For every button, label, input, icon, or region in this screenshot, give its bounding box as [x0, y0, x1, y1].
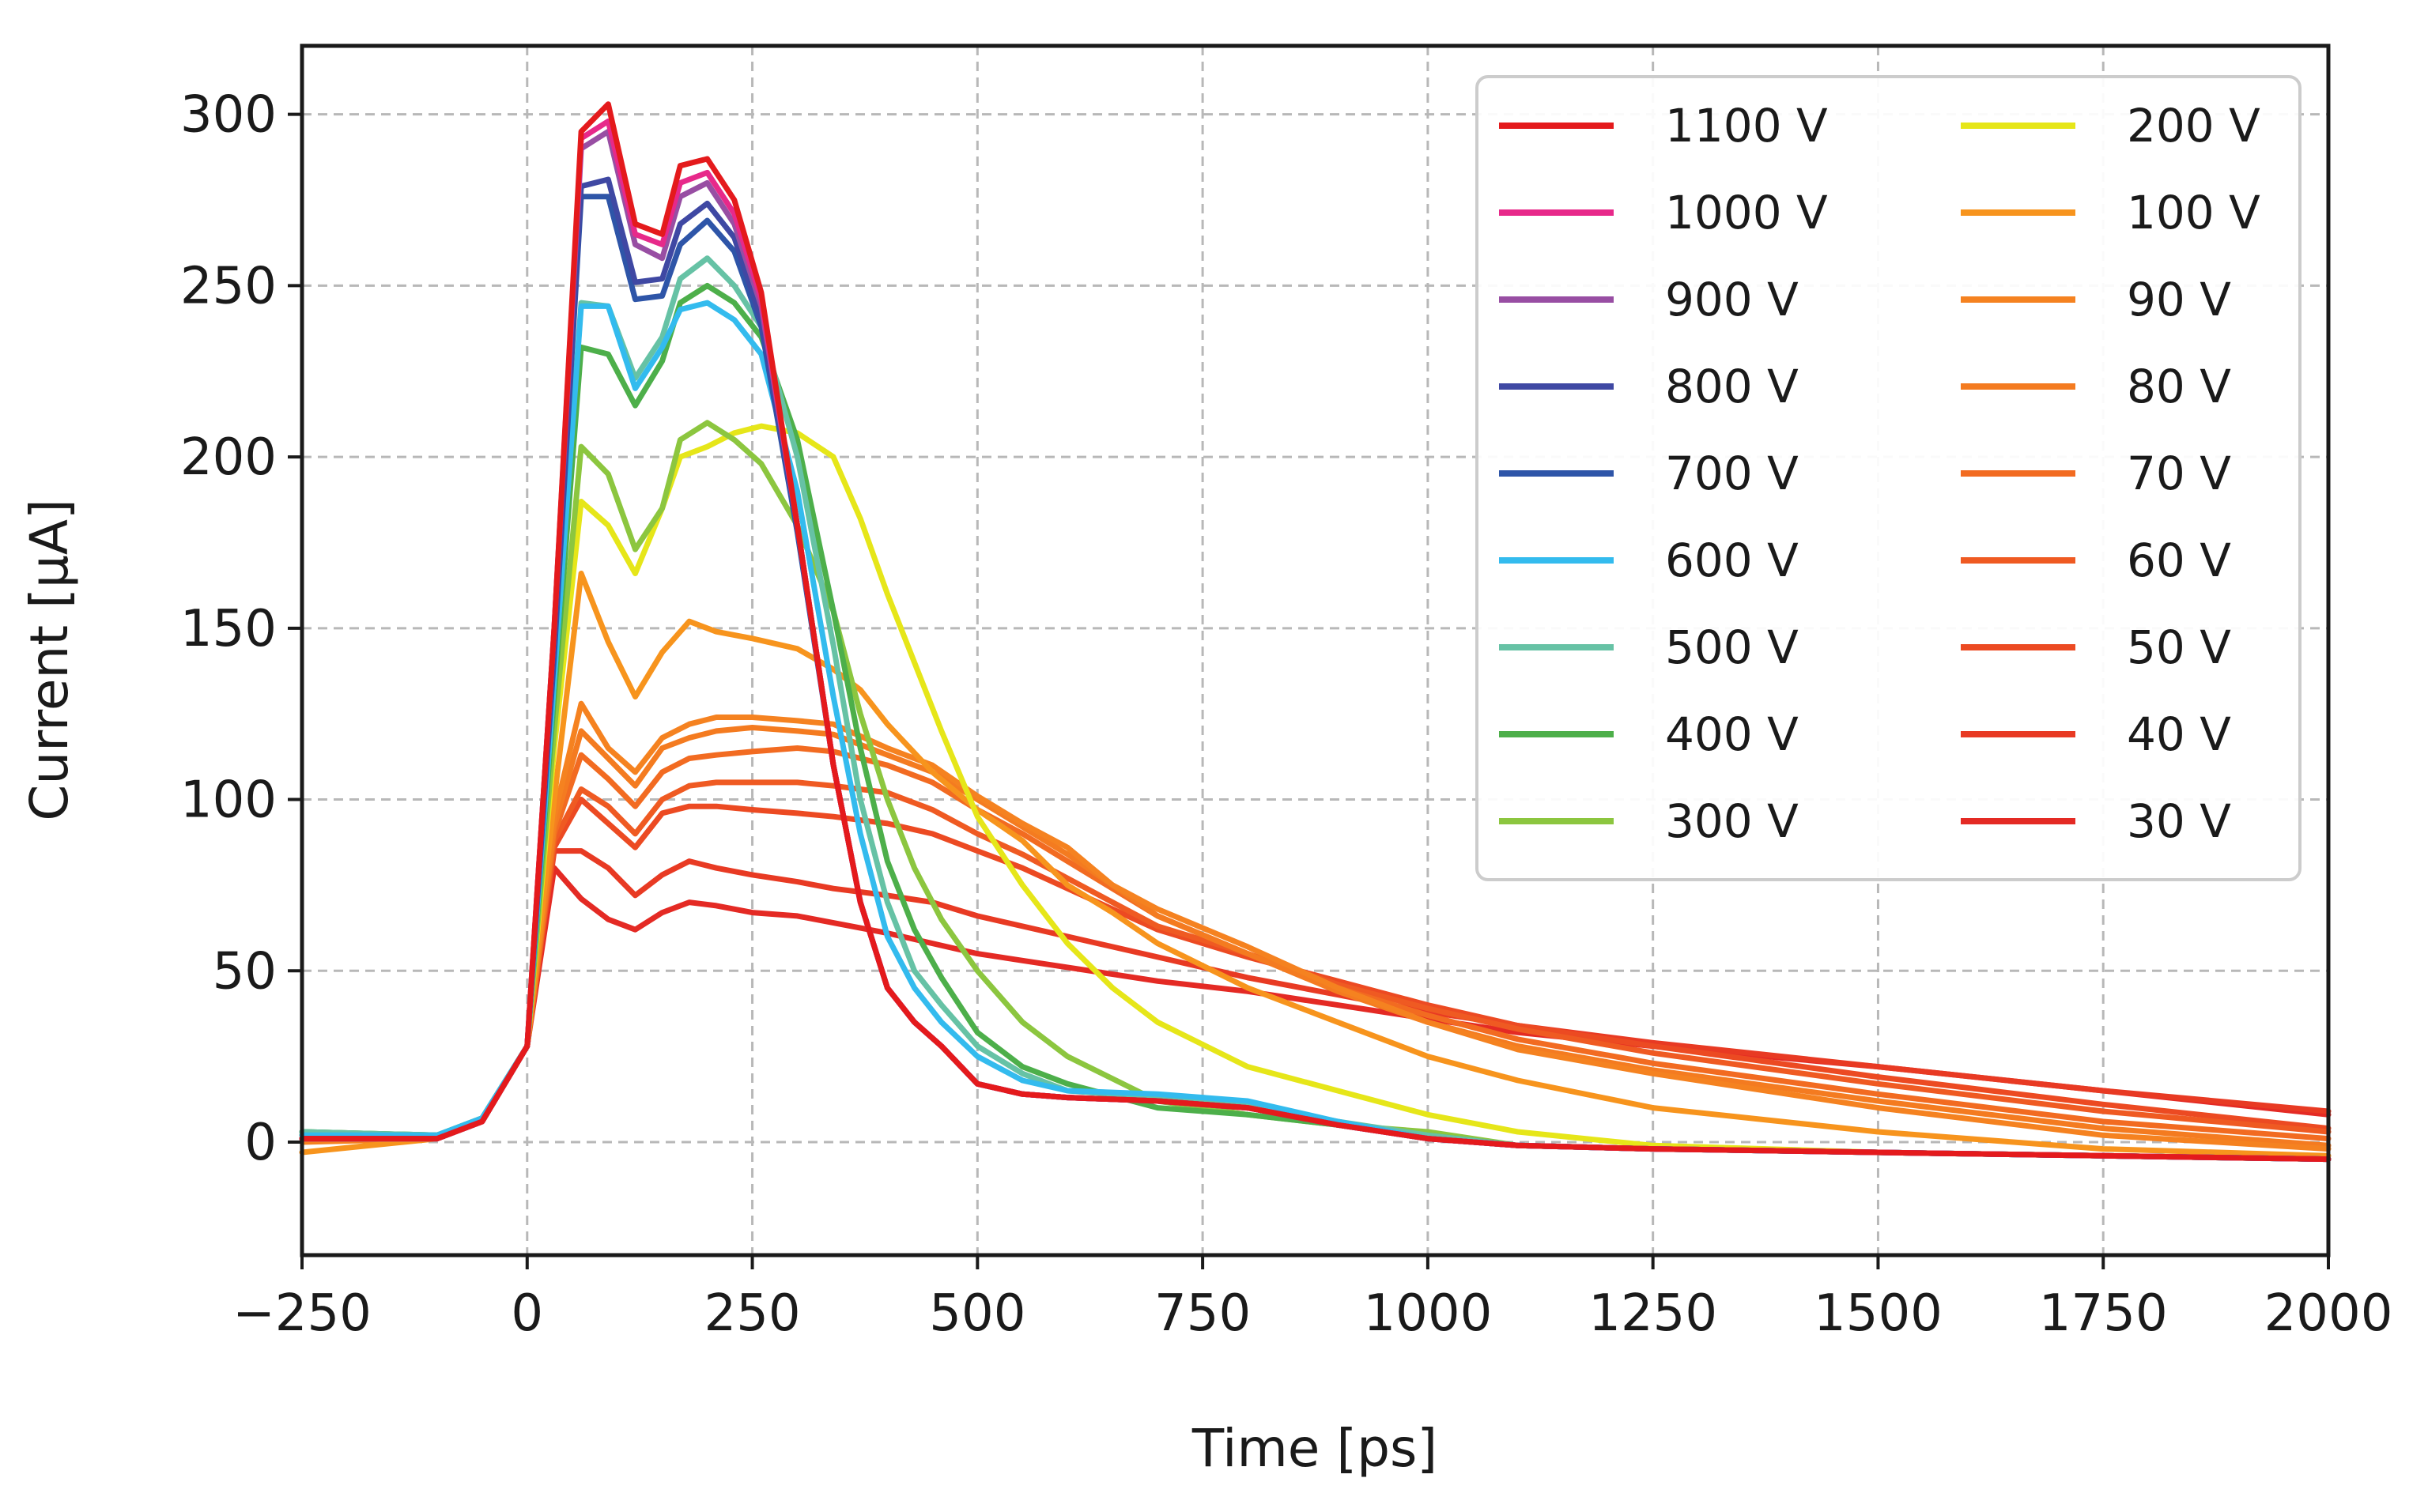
legend-item: 300 V	[1499, 794, 1799, 848]
series-line-50-v	[299, 797, 2332, 1142]
legend: 1100 V 1000 V 900 V 800 V 700 V 600 V 500 V 400…	[1475, 75, 2302, 881]
legend-item: 1100 V	[1499, 99, 1828, 153]
x-tick-label: −250	[232, 1284, 372, 1343]
legend-item: 60 V	[1961, 534, 2231, 587]
legend-item: 80 V	[1961, 360, 2231, 413]
legend-item: 400 V	[1499, 707, 1799, 761]
legend-label: 400 V	[1665, 707, 1799, 761]
y-tick-label: 200	[180, 428, 277, 487]
legend-label: 100 V	[2127, 186, 2260, 239]
legend-label: 90 V	[2127, 273, 2231, 326]
x-tick-label: 1000	[1363, 1284, 1492, 1343]
series-line-500-v	[299, 255, 2332, 1163]
y-tick-label: 50	[213, 942, 277, 1001]
legend-item: 90 V	[1961, 273, 2231, 326]
legend-item: 50 V	[1961, 620, 2231, 674]
series-line-300-v	[299, 420, 2332, 1163]
legend-label: 200 V	[2127, 99, 2260, 153]
legend-label: 30 V	[2127, 794, 2231, 848]
legend-item: 700 V	[1499, 447, 1799, 500]
x-axis-ticks: −250 0 250 500 750 1000 1250 1500 1750 2000	[232, 1255, 2392, 1343]
legend-item: 40 V	[1961, 707, 2231, 761]
legend-item: 1000 V	[1499, 186, 1828, 239]
legend-item: 900 V	[1499, 273, 1799, 326]
legend-label: 800 V	[1665, 360, 1799, 413]
legend-label: 80 V	[2127, 360, 2231, 413]
legend-label: 500 V	[1665, 620, 1799, 674]
legend-label: 1100 V	[1665, 99, 1828, 153]
legend-item: 200 V	[1961, 99, 2260, 153]
legend-label: 70 V	[2127, 447, 2231, 500]
legend-item: 500 V	[1499, 620, 1799, 674]
legend-box	[1475, 75, 2302, 881]
legend-label: 50 V	[2127, 620, 2231, 674]
y-tick-label: 300	[180, 86, 277, 145]
legend-label: 1000 V	[1665, 186, 1828, 239]
y-axis-ticks: 0 50 100 150 200 250 300	[180, 86, 302, 1172]
plot-frame	[300, 43, 2331, 1257]
x-tick-label: 1500	[1814, 1284, 1943, 1343]
x-tick-label: 250	[704, 1284, 800, 1343]
legend-label: 40 V	[2127, 707, 2231, 761]
y-tick-label: 0	[244, 1114, 277, 1172]
series-line-70-v	[299, 745, 2332, 1142]
legend-item: 600 V	[1499, 534, 1799, 587]
legend-label: 900 V	[1665, 273, 1799, 326]
y-axis-label: Current [μA]	[19, 499, 80, 821]
series-line-1100-v	[299, 101, 2332, 1163]
series-lines	[299, 101, 2332, 1163]
y-tick-label: 150	[180, 600, 277, 658]
series-line-100-v	[299, 571, 2332, 1159]
x-tick-label: 1750	[2039, 1284, 2168, 1343]
x-tick-label: 2000	[2264, 1284, 2393, 1343]
y-tick-label: 100	[180, 771, 277, 830]
legend-item: 30 V	[1961, 794, 2231, 848]
x-tick-label: 750	[1154, 1284, 1251, 1343]
legend-item: 100 V	[1961, 186, 2260, 239]
x-axis-label: Time [ps]	[1191, 1418, 1437, 1479]
x-tick-label: 0	[511, 1284, 543, 1343]
legend-label: 700 V	[1665, 447, 1799, 500]
legend-label: 600 V	[1665, 534, 1799, 587]
legend-label: 300 V	[1665, 794, 1799, 848]
legend-label: 60 V	[2127, 534, 2231, 587]
series-line-200-v	[299, 423, 2332, 1163]
series-line-90-v	[299, 700, 2332, 1152]
x-tick-label: 1250	[1588, 1284, 1717, 1343]
y-tick-label: 250	[180, 257, 277, 315]
x-tick-label: 500	[929, 1284, 1025, 1343]
legend-item: 70 V	[1961, 447, 2231, 500]
legend-item: 800 V	[1499, 360, 1799, 413]
